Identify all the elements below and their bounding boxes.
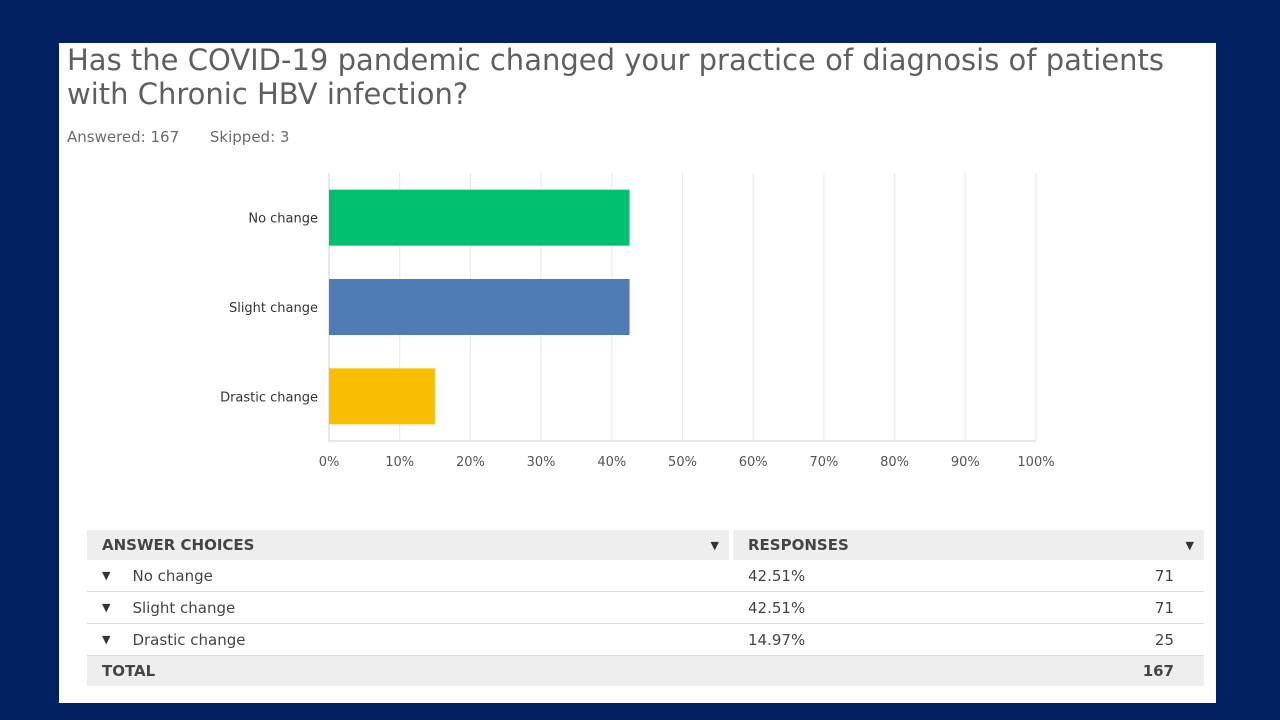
x-tick-label: 40% xyxy=(597,455,626,470)
x-tick-label: 20% xyxy=(456,455,485,470)
bar xyxy=(329,279,630,335)
skipped-count: Skipped: 3 xyxy=(209,128,290,146)
x-tick-label: 80% xyxy=(880,455,909,470)
expand-caret-icon[interactable]: ▼ xyxy=(102,569,111,582)
response-percent: 14.97% xyxy=(748,630,806,649)
answer-cell: ▼ Drastic change xyxy=(87,631,733,649)
answer-label: Drastic change xyxy=(132,630,246,649)
table-row: ▼ Drastic change 14.97% 25 xyxy=(87,624,1204,656)
sort-caret-icon[interactable]: ▼ xyxy=(710,538,719,552)
answer-cell: ▼ No change xyxy=(87,567,733,585)
response-count: 25 xyxy=(1154,630,1174,649)
total-count: 167 xyxy=(1142,662,1174,680)
response-percent: 42.51% xyxy=(748,566,806,585)
responses-header-label: RESPONSES xyxy=(748,536,849,554)
answer-choices-header-label: ANSWER CHOICES xyxy=(102,536,255,554)
bar xyxy=(329,368,435,425)
x-tick-label: 30% xyxy=(527,455,556,470)
answer-label: No change xyxy=(132,566,213,585)
response-count: 71 xyxy=(1154,598,1174,617)
x-tick-label: 90% xyxy=(951,455,980,470)
x-tick-label: 60% xyxy=(739,455,768,470)
answer-choices-header[interactable]: ANSWER CHOICES ▼ xyxy=(87,530,729,560)
bar-chart: 0% 10% 20% 30% 40% 50% 60% 70% 80% 90% 100% No chan… xyxy=(220,173,1055,470)
question-title: Has the COVID-19 pandemic changed your p… xyxy=(67,43,1165,111)
response-count: 71 xyxy=(1154,566,1174,585)
table-row: ▼ No change 42.51% 71 xyxy=(87,560,1204,592)
answer-label: Slight change xyxy=(132,598,236,617)
response-percent: 42.51% xyxy=(748,598,806,617)
category-label: No change xyxy=(248,212,318,227)
survey-panel: Has the COVID-19 pandemic changed your p… xyxy=(59,43,1216,703)
answered-count: Answered: 167 xyxy=(67,128,180,146)
total-label: TOTAL xyxy=(102,662,156,680)
response-summary: Answered: 167 Skipped: 3 xyxy=(67,128,315,146)
bar xyxy=(329,189,630,246)
category-label: Slight change xyxy=(229,301,318,316)
expand-caret-icon[interactable]: ▼ xyxy=(102,601,111,614)
x-tick-label: 70% xyxy=(809,455,838,470)
x-tick-label: 10% xyxy=(385,455,414,470)
sort-caret-icon[interactable]: ▼ xyxy=(1185,538,1194,552)
responses-header[interactable]: RESPONSES ▼ xyxy=(733,530,1204,560)
total-row: TOTAL 167 xyxy=(87,656,1204,686)
category-label: Drastic change xyxy=(220,390,318,405)
table-row: ▼ Slight change 42.51% 71 xyxy=(87,592,1204,624)
x-tick-label: 50% xyxy=(668,455,697,470)
expand-caret-icon[interactable]: ▼ xyxy=(102,633,111,646)
responses-table: ANSWER CHOICES ▼ RESPONSES ▼ ▼ No change… xyxy=(87,530,1204,686)
table-header: ANSWER CHOICES ▼ RESPONSES ▼ xyxy=(87,530,1204,560)
answer-cell: ▼ Slight change xyxy=(87,599,733,617)
x-tick-label: 0% xyxy=(319,455,340,470)
x-tick-label: 100% xyxy=(1017,455,1054,470)
